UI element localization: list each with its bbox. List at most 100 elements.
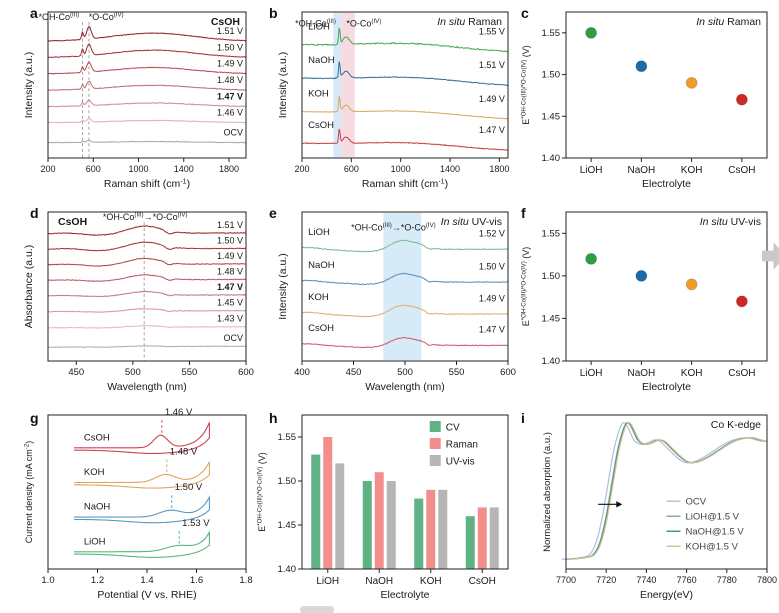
svg-text:Wavelength (nm): Wavelength (nm) [107,381,187,393]
svg-text:*O-Co(IV): *O-Co(IV) [346,18,383,29]
svg-text:1.47 V: 1.47 V [479,325,505,335]
panel-i-letter: i [521,410,525,426]
svg-text:In situ UV-vis: In situ UV-vis [700,216,761,228]
svg-text:1.6: 1.6 [190,575,203,586]
svg-text:KOH: KOH [308,292,329,303]
svg-text:7760: 7760 [677,575,697,585]
panel-e: e 1.52 V LiOH 1.50 V NaOH 1.49 V KOH 1.47 V CsOH… [256,196,516,401]
panel-h: h CV Raman UV-vis LiOH NaOH KOH CsOH 1.40 1.45 1.5… [256,401,516,613]
panel-a-chart: 1.51 V 1.50 V 1.49 V 1.48 V 1.47 V 1.46 V OCV 2… [23,11,247,191]
svg-text:1.2: 1.2 [91,575,104,586]
svg-text:1.40: 1.40 [542,356,561,367]
panel-b-letter: b [269,5,278,21]
svg-text:1.53 V: 1.53 V [182,518,210,529]
panel-c: c LiOH NaOH KOH CsOH 1.40 1.45 1.50 1.55 Electrol… [516,0,779,196]
svg-text:Co K-edge: Co K-edge [711,419,761,431]
svg-text:200: 200 [40,164,55,174]
panel-h-chart: CV Raman UV-vis LiOH NaOH KOH CsOH 1.40 1.45 1.50… [257,414,509,601]
svg-text:Potential (V vs. RHE): Potential (V vs. RHE) [97,589,196,601]
svg-text:1800: 1800 [489,164,509,174]
svg-text:1.55: 1.55 [542,28,561,39]
svg-text:Electrolyte: Electrolyte [380,589,429,601]
svg-text:7700: 7700 [556,575,576,585]
svg-text:1.45: 1.45 [278,520,297,531]
panel-a-letter: a [30,5,38,21]
svg-text:KOH: KOH [84,467,105,478]
svg-text:NaOH: NaOH [308,55,335,66]
svg-text:1.4: 1.4 [140,575,153,586]
panel-f-letter: f [521,205,526,221]
svg-text:1000: 1000 [128,164,148,174]
svg-text:Intensity (a.u.): Intensity (a.u.) [277,52,289,119]
svg-text:NaOH: NaOH [365,576,393,587]
svg-text:1.40: 1.40 [542,153,561,164]
svg-text:CsOH: CsOH [211,16,240,28]
svg-text:1.55: 1.55 [278,432,297,443]
svg-text:In situ Raman: In situ Raman [437,16,502,28]
svg-text:LiOH: LiOH [308,22,330,33]
svg-text:1000: 1000 [391,164,411,174]
svg-text:1.46 V: 1.46 V [217,107,243,117]
svg-text:E*OH-Co(III)/*O-Co(IV) (V): E*OH-Co(III)/*O-Co(IV) (V) [521,247,532,327]
panel-d-letter: d [30,205,39,221]
svg-text:In situ Raman: In situ Raman [696,16,761,28]
svg-text:450: 450 [346,367,362,378]
svg-text:500: 500 [125,367,141,378]
svg-text:1.55 V: 1.55 V [479,27,505,37]
svg-text:Normalized absorption (a.u.): Normalized absorption (a.u.) [542,432,553,552]
svg-text:550: 550 [181,367,197,378]
svg-text:*OH-Co(III): *OH-Co(III) [39,12,82,23]
stray-mark [300,606,334,613]
svg-text:NaOH: NaOH [627,165,655,176]
panel-d: d 1.51 V 1.50 V 1.49 V 1.48 V 1.47 V 1.45 V 1.4… [0,196,256,401]
svg-text:1.49 V: 1.49 V [479,293,505,303]
svg-text:1.45: 1.45 [542,313,561,324]
svg-text:7740: 7740 [636,575,656,585]
svg-text:Electrolyte: Electrolyte [642,381,691,393]
svg-text:Wavelength (nm): Wavelength (nm) [365,381,445,393]
svg-text:1.50: 1.50 [278,476,297,487]
svg-text:450: 450 [68,367,84,378]
svg-text:400: 400 [294,367,310,378]
svg-text:600: 600 [500,367,516,378]
svg-text:7720: 7720 [596,575,616,585]
svg-text:Current density (mA cm-2): Current density (mA cm-2) [24,441,35,543]
panel-e-letter: e [269,205,277,221]
svg-text:1.49 V: 1.49 V [217,59,243,69]
svg-text:200: 200 [294,164,309,174]
panel-c-chart: LiOH NaOH KOH CsOH 1.40 1.45 1.50 1.55 Electroly… [521,11,768,190]
panel-b-chart: 1.55 V LiOH 1.51 V NaOH 1.49 V KOH 1.47 V CsOH 2… [277,11,509,191]
panel-a: a 1.51 V 1.50 V 1.49 V 1.48 V 1.47 V 1.46 V OCV… [0,0,256,196]
svg-text:1.50 V: 1.50 V [479,261,505,271]
svg-text:1.8: 1.8 [239,575,252,586]
svg-text:CsOH: CsOH [308,120,334,131]
svg-text:Electrolyte: Electrolyte [642,178,691,190]
svg-text:1.49 V: 1.49 V [479,94,505,104]
svg-text:1.47 V: 1.47 V [217,91,243,101]
svg-text:1.40: 1.40 [278,564,297,575]
svg-text:NaOH: NaOH [627,368,655,379]
svg-text:CV: CV [446,423,460,434]
svg-text:1800: 1800 [219,164,239,174]
svg-text:Energy(eV): Energy(eV) [640,589,693,601]
svg-text:1.51 V: 1.51 V [217,220,243,230]
panel-c-letter: c [521,5,529,21]
svg-text:CsOH: CsOH [728,368,755,379]
svg-text:CsOH: CsOH [728,165,755,176]
svg-text:NaOH@1.5 V: NaOH@1.5 V [686,526,745,537]
svg-text:LiOH: LiOH [580,368,603,379]
svg-text:KOH: KOH [420,576,442,587]
svg-text:In situ UV-vis: In situ UV-vis [441,216,502,228]
panel-d-chart: 1.51 V 1.50 V 1.49 V 1.48 V 1.47 V 1.45 V 1.43… [23,211,254,393]
panel-f: f LiOH NaOH KOH CsOH 1.40 1.45 1.50 1.55 Electrol… [516,196,779,401]
svg-text:550: 550 [449,367,465,378]
svg-text:Raman shift (cm-1): Raman shift (cm-1) [362,178,448,191]
svg-text:1.50 V: 1.50 V [217,42,243,52]
svg-text:1400: 1400 [174,164,194,174]
svg-text:Raman shift (cm-1): Raman shift (cm-1) [104,178,190,191]
svg-text:1.50: 1.50 [542,271,561,282]
panel-h-letter: h [269,410,278,426]
svg-text:Intensity (a.u.): Intensity (a.u.) [277,253,289,320]
panel-g: g 1.46 V CsOH 1.48 V KOH 1.50 V NaOH 1.53 V LiOH… [0,401,256,613]
svg-text:Intensity (a.u.): Intensity (a.u.) [23,52,35,119]
